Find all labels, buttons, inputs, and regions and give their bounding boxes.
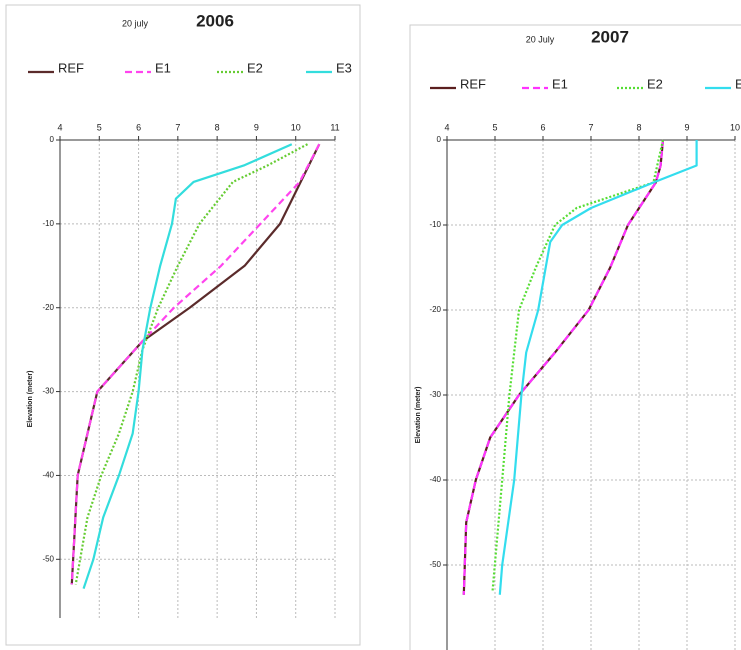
chart-subtitle: 20 july xyxy=(122,18,149,28)
legend-label: E1 xyxy=(552,76,568,91)
y-tick-label: -30 xyxy=(429,390,441,399)
series-line xyxy=(70,143,321,585)
legend-label: E3 xyxy=(336,60,352,75)
x-tick-label: 4 xyxy=(444,122,449,132)
y-tick-label: -10 xyxy=(429,220,441,229)
series-line xyxy=(74,143,309,585)
panel-frame xyxy=(409,24,741,650)
x-tick-label: 5 xyxy=(97,122,102,132)
series-line xyxy=(462,139,665,595)
x-tick-label: 8 xyxy=(215,122,220,132)
x-tick-label: 10 xyxy=(291,122,301,132)
y-tick-label: -30 xyxy=(42,387,54,396)
legend-label: REF xyxy=(58,60,84,75)
x-tick-label: 11 xyxy=(330,122,339,132)
y-tick-label: -40 xyxy=(42,471,54,480)
y-tick-label: 0 xyxy=(50,135,55,144)
y-axis-label: Elevation (meter) xyxy=(415,387,422,444)
x-tick-label: 6 xyxy=(540,122,545,132)
x-tick-label: 5 xyxy=(492,122,497,132)
chart-title: 2007 xyxy=(591,27,629,46)
y-axis-label: Elevation (meter) xyxy=(27,371,34,428)
x-tick-label: 10 xyxy=(730,122,740,132)
series-line xyxy=(82,143,293,589)
x-tick-label: 6 xyxy=(136,122,141,132)
y-tick-label: 0 xyxy=(437,135,442,144)
y-tick-label: -50 xyxy=(429,560,441,569)
x-tick-label: 4 xyxy=(57,122,62,132)
x-tick-label: 7 xyxy=(175,122,180,132)
x-tick-label: 7 xyxy=(588,122,593,132)
panel-frame xyxy=(5,4,361,646)
x-tick-label: 9 xyxy=(684,122,689,132)
chart-title: 2006 xyxy=(196,11,234,30)
series-line xyxy=(491,139,665,591)
legend-label: REF xyxy=(460,76,486,91)
x-tick-label: 9 xyxy=(254,122,259,132)
y-tick-label: -20 xyxy=(429,305,441,314)
y-tick-label: -20 xyxy=(42,303,54,312)
series-line xyxy=(70,143,321,585)
y-tick-label: -40 xyxy=(429,475,441,484)
x-tick-label: 8 xyxy=(636,122,641,132)
y-tick-label: -10 xyxy=(42,219,54,228)
legend-label: E3 xyxy=(735,76,741,91)
series-line xyxy=(462,139,665,595)
y-tick-label: -50 xyxy=(42,554,54,563)
legend-label: E2 xyxy=(647,76,663,91)
legend-label: E2 xyxy=(247,60,263,75)
chart-subtitle: 20 July xyxy=(526,34,555,44)
legend-label: E1 xyxy=(155,60,171,75)
series-line xyxy=(498,140,698,595)
